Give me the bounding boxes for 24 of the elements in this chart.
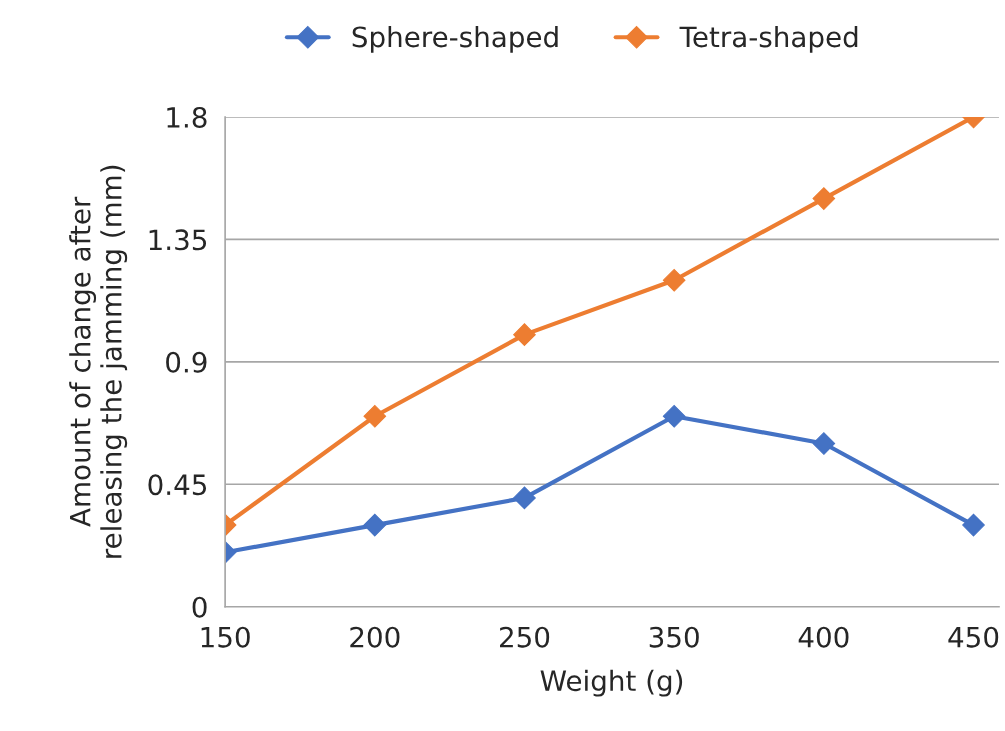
x-axis-title: Weight (g): [540, 669, 683, 697]
point: [662, 268, 686, 292]
y-axis-title: Amount of change after releasing the jamming (mm): [69, 165, 128, 558]
x-tick-label: 400: [798, 626, 849, 648]
point: [363, 513, 387, 537]
y-tick-label: 1.35: [149, 229, 207, 251]
point: [662, 404, 686, 428]
point: [812, 187, 836, 210]
point: [812, 432, 836, 455]
y-tick-label: 0.45: [148, 474, 207, 496]
point: [962, 513, 985, 537]
y-tick-label: 0.9: [166, 351, 207, 373]
y-tick-label: 1.8: [167, 106, 207, 128]
point: [513, 486, 536, 510]
point: [513, 323, 536, 346]
x-tick-label: 200: [350, 626, 400, 648]
y-tick-label: 0: [192, 596, 207, 618]
point: [363, 404, 387, 428]
x-tick-label: 150: [201, 626, 250, 648]
x-tick-label: 250: [500, 626, 550, 648]
legend-label: Sphere-shaped: [352, 25, 558, 53]
legend-label: Tetra-shaped: [679, 25, 858, 53]
x-tick-label: 350: [649, 626, 699, 648]
x-tick-label: 450: [948, 626, 999, 648]
